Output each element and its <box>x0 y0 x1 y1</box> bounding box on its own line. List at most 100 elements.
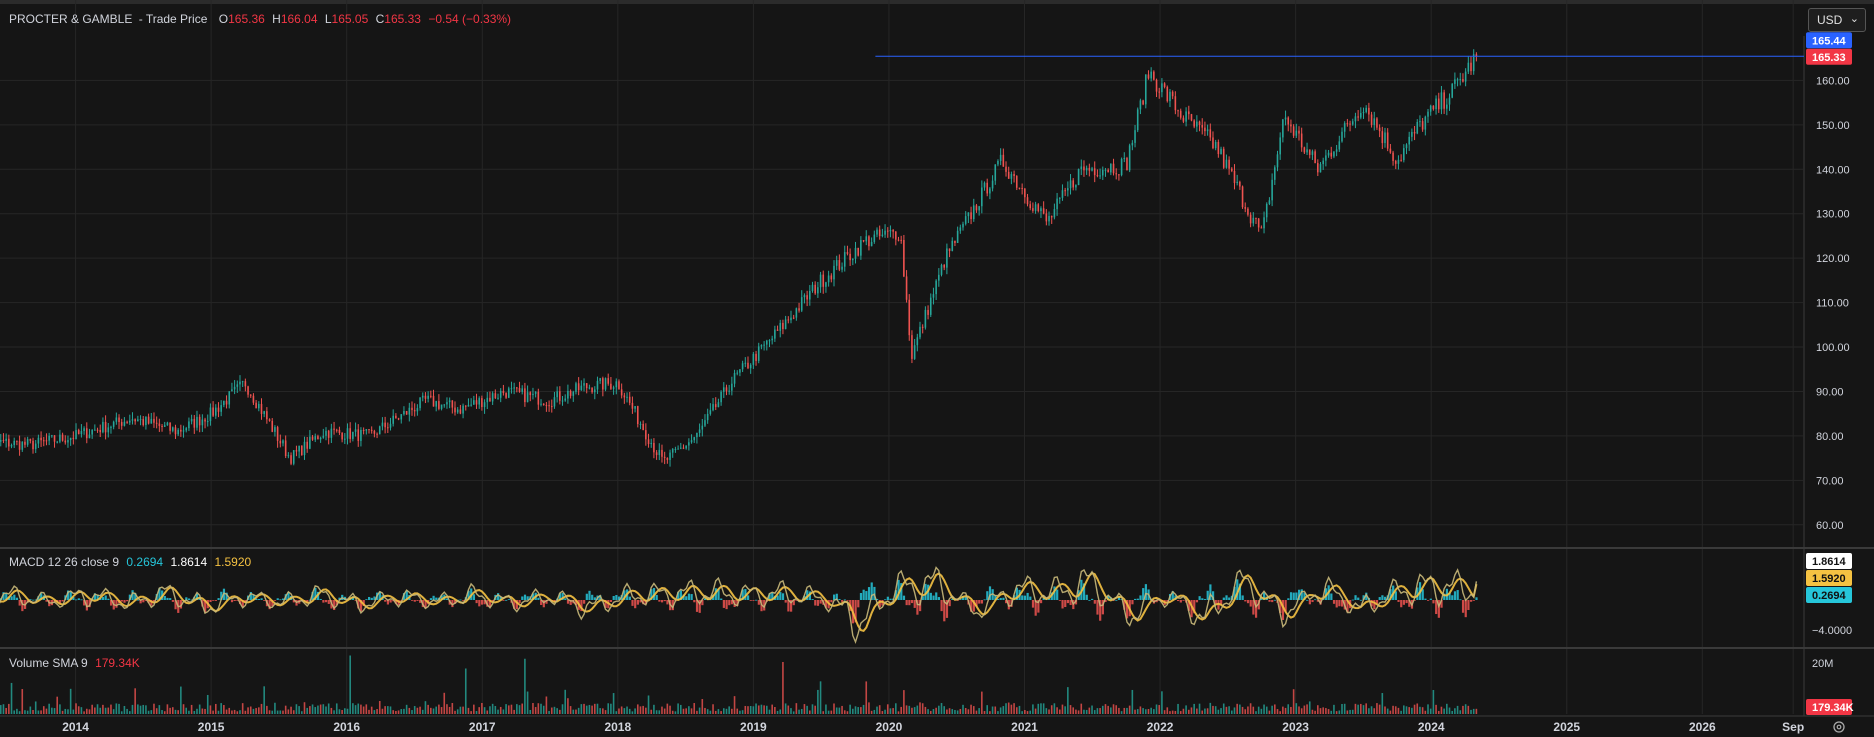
price-candle-body <box>214 407 217 416</box>
price-candle-body <box>784 319 787 330</box>
volume-bar <box>430 707 432 714</box>
price-candle-body <box>32 440 34 450</box>
price-candle-body <box>1217 141 1220 155</box>
macd-histogram-bar <box>660 600 664 603</box>
price-candle-body <box>381 422 384 427</box>
volume-bar <box>427 704 429 714</box>
price-candle-body <box>634 406 636 409</box>
symbol-title[interactable]: PROCTER & GAMBLE <box>9 12 133 26</box>
volume-bar <box>994 706 997 714</box>
volume-bar <box>459 706 462 714</box>
price-candle-body <box>749 364 752 369</box>
volume-bar <box>80 707 83 714</box>
price-candle-body <box>311 436 314 440</box>
macd-histogram-bar <box>1273 599 1277 601</box>
volume-bar <box>59 704 61 714</box>
volume-bar <box>94 707 96 714</box>
volume-bar <box>1451 710 1453 714</box>
macd-histogram-bar <box>876 598 879 600</box>
volume-bar <box>870 710 873 714</box>
price-axis-label: 80.00 <box>1816 431 1844 443</box>
volume-bar <box>438 704 440 714</box>
macd-histogram-bar <box>1316 600 1320 602</box>
price-candle-body <box>1386 132 1389 149</box>
volume-bar <box>102 704 104 714</box>
price-candle-body <box>1013 174 1015 177</box>
time-axis-label: 2026 <box>1689 720 1716 734</box>
price-candle-body <box>1069 180 1072 189</box>
price-candle-body <box>628 396 631 403</box>
price-candle-body <box>1153 71 1155 80</box>
volume-bar <box>419 706 421 714</box>
price-candle-body <box>564 398 567 401</box>
macd-histogram-bar <box>255 598 258 600</box>
volume-bar <box>145 705 147 714</box>
currency-select[interactable]: USD ⌄ <box>1808 8 1866 32</box>
macd-histogram-bar <box>158 588 161 600</box>
macd-histogram-bar <box>1295 592 1298 600</box>
volume-bar <box>1072 707 1075 714</box>
price-candle-body <box>51 435 53 437</box>
price-candle-body <box>72 437 75 440</box>
volume-bar <box>48 703 50 714</box>
open-value: 165.36 <box>228 12 265 26</box>
volume-sma-badge: 179.34K <box>1812 702 1854 714</box>
settings-gear-icon[interactable] <box>1833 721 1845 733</box>
macd-histogram-bar <box>1117 596 1121 600</box>
volume-bar <box>1107 705 1109 714</box>
volume-bar <box>303 702 306 714</box>
price-candle-body <box>1241 186 1244 208</box>
price-candle-body <box>486 397 489 403</box>
macd-histogram-bar <box>591 594 594 600</box>
volume-legend[interactable]: Volume SMA 9 179.34K <box>9 656 140 670</box>
price-candle-body <box>96 429 99 431</box>
price-candle-body <box>368 429 370 431</box>
price-candle-body <box>1239 181 1241 187</box>
price-candle-body <box>903 239 905 277</box>
price-candle-body <box>1026 197 1029 205</box>
price-candle-body <box>233 386 236 390</box>
volume-bar <box>1013 703 1015 714</box>
price-candle-body <box>1080 166 1083 170</box>
price-candle-body <box>120 422 123 426</box>
price-candle-body <box>421 395 424 398</box>
volume-bar <box>1204 708 1206 714</box>
macd-histogram-bar <box>693 600 696 603</box>
macd-histogram-bar <box>948 600 951 607</box>
price-candle-body <box>263 411 265 414</box>
price-candle-body <box>873 234 876 242</box>
price-candle-body <box>18 441 21 450</box>
price-candle-body <box>1056 198 1058 210</box>
volume-bar <box>1279 711 1281 714</box>
volume-bar <box>1018 705 1021 714</box>
macd-histogram-bar <box>808 591 812 600</box>
price-candle-body <box>997 160 999 165</box>
macd-histogram-bar <box>513 600 516 609</box>
macd-histogram-bar <box>467 590 470 600</box>
price-candle-body <box>1040 208 1042 212</box>
volume-bar <box>330 707 333 714</box>
macd-histogram-bar <box>975 600 978 607</box>
macd-histogram-bar <box>424 600 427 609</box>
macd-histogram-bar <box>354 600 357 601</box>
macd-histogram-bar <box>338 597 341 600</box>
volume-bar <box>1413 704 1416 714</box>
volume-bar <box>763 705 765 714</box>
volume-bar <box>1394 706 1397 714</box>
macd-legend[interactable]: MACD 12 26 close 9 0.2694 1.8614 1.5920 <box>9 555 251 569</box>
price-candle-body <box>884 230 886 235</box>
macd-histogram-bar <box>1263 592 1266 600</box>
price-candle-body <box>588 387 591 389</box>
price-candle-body <box>639 423 642 425</box>
macd-histogram-bar <box>276 598 279 600</box>
price-candle-body <box>357 429 360 441</box>
price-candle-body <box>800 297 803 311</box>
price-candle-body <box>1437 98 1440 110</box>
price-candle-body <box>188 421 190 429</box>
volume-bar <box>615 711 618 714</box>
macd-histogram-bar <box>1222 597 1225 600</box>
macd-histogram-bar <box>83 600 86 606</box>
volume-bar <box>110 704 112 714</box>
volume-bar <box>1120 711 1123 714</box>
